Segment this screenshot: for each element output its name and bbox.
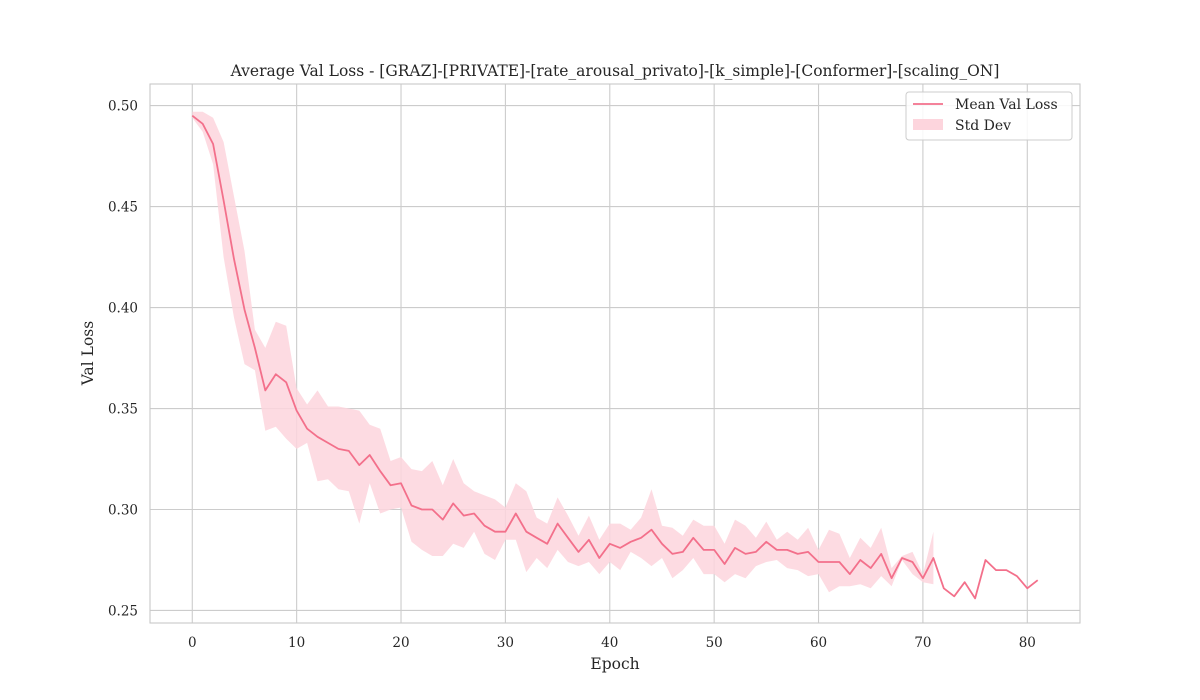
- x-tick-label: 70: [914, 635, 931, 651]
- legend: Mean Val Loss Std Dev: [905, 91, 1073, 141]
- legend-mean-label: Mean Val Loss: [955, 97, 1058, 113]
- legend-box: [905, 91, 1073, 141]
- x-tick-label: 60: [810, 635, 827, 651]
- x-tick-label: 0: [188, 635, 197, 651]
- x-tick-label: 40: [601, 635, 618, 651]
- y-tick-label: 0.25: [108, 603, 138, 619]
- std-dev-band: [192, 111, 934, 593]
- x-tick-label: 30: [497, 635, 514, 651]
- y-tick-label: 0.35: [108, 402, 138, 418]
- y-tick-label: 0.50: [108, 99, 138, 115]
- mean-val-loss-line: [191, 114, 1039, 600]
- y-axis-ticks: 0.25 0.30 0.35 0.40 0.45 0.50: [108, 99, 138, 620]
- y-axis-label: Val Loss: [79, 321, 97, 386]
- x-tick-label: 10: [288, 635, 305, 651]
- y-tick-label: 0.40: [108, 301, 138, 317]
- x-axis-ticks: 0 10 20 30 40 50 60 70 80: [188, 635, 1036, 651]
- x-tick-label: 50: [706, 635, 723, 651]
- chart-title: Average Val Loss - [GRAZ]-[PRIVATE]-[rat…: [230, 62, 1000, 80]
- x-tick-label: 20: [392, 635, 409, 651]
- y-tick-label: 0.45: [108, 200, 138, 216]
- legend-std-swatch: [913, 119, 943, 130]
- x-axis-label: Epoch: [590, 655, 639, 673]
- legend-std-label: Std Dev: [955, 118, 1011, 134]
- plot-frame: [149, 83, 1081, 624]
- y-tick-label: 0.30: [108, 503, 138, 519]
- x-tick-label: 80: [1019, 635, 1036, 651]
